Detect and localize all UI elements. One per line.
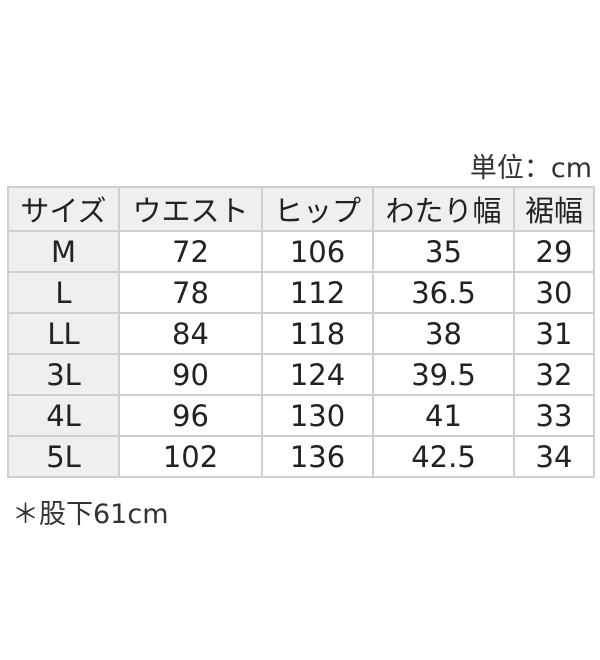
table-cell: 32 xyxy=(513,353,595,396)
size-cell: LL xyxy=(7,312,120,355)
table-cell: 136 xyxy=(261,435,374,478)
table-header-row: サイズ ウエスト ヒップ わたり幅 裾幅 xyxy=(7,186,595,232)
table-row: 4L 96 130 41 33 xyxy=(7,394,595,437)
table-cell: 34 xyxy=(513,435,595,478)
size-cell: 3L xyxy=(7,353,120,396)
table-cell: 118 xyxy=(261,312,374,355)
table-cell: 29 xyxy=(513,230,595,273)
table-cell: 36.5 xyxy=(372,271,515,314)
table-cell: 78 xyxy=(118,271,263,314)
size-table: サイズ ウエスト ヒップ わたり幅 裾幅 M 72 106 35 29 L 78 112 36.5 30 L… xyxy=(7,186,595,478)
table-row: 5L 102 136 42.5 34 xyxy=(7,435,595,478)
table-cell: 84 xyxy=(118,312,263,355)
table-row: 3L 90 124 39.5 32 xyxy=(7,353,595,396)
table-cell: 90 xyxy=(118,353,263,396)
unit-label: 単位：cm xyxy=(469,153,592,184)
table-cell: 130 xyxy=(261,394,374,437)
table-row: LL 84 118 38 31 xyxy=(7,312,595,355)
table-cell: 31 xyxy=(513,312,595,355)
table-cell: 35 xyxy=(372,230,515,273)
table-cell: 39.5 xyxy=(372,353,515,396)
table-cell: 30 xyxy=(513,271,595,314)
column-header: ヒップ xyxy=(261,186,374,232)
table-row: M 72 106 35 29 xyxy=(7,230,595,273)
table-cell: 33 xyxy=(513,394,595,437)
table-row: L 78 112 36.5 30 xyxy=(7,271,595,314)
table-cell: 106 xyxy=(261,230,374,273)
size-cell: M xyxy=(7,230,120,273)
size-cell: 5L xyxy=(7,435,120,478)
table-cell: 41 xyxy=(372,394,515,437)
table-cell: 124 xyxy=(261,353,374,396)
table-cell: 102 xyxy=(118,435,263,478)
table-cell: 72 xyxy=(118,230,263,273)
size-cell: 4L xyxy=(7,394,120,437)
inseam-note: ＊股下61cm xyxy=(12,499,169,530)
column-header: 裾幅 xyxy=(513,186,595,232)
table-cell: 42.5 xyxy=(372,435,515,478)
table-cell: 96 xyxy=(118,394,263,437)
column-header: サイズ xyxy=(7,186,120,232)
table-cell: 38 xyxy=(372,312,515,355)
table-cell: 112 xyxy=(261,271,374,314)
size-cell: L xyxy=(7,271,120,314)
column-header: わたり幅 xyxy=(372,186,515,232)
column-header: ウエスト xyxy=(118,186,263,232)
